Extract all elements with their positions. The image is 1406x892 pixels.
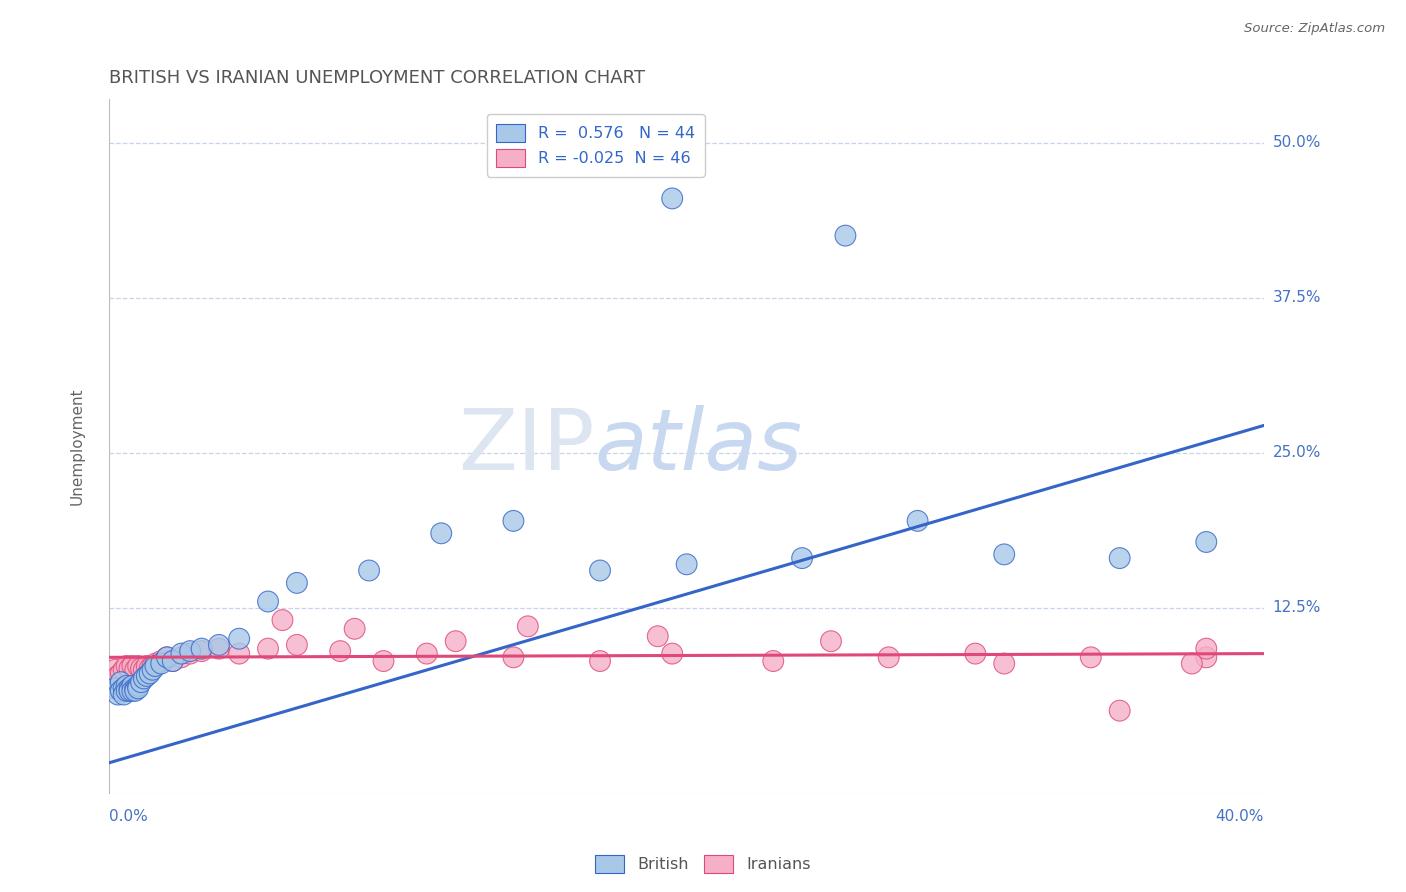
Text: BRITISH VS IRANIAN UNEMPLOYMENT CORRELATION CHART: BRITISH VS IRANIAN UNEMPLOYMENT CORRELAT… — [110, 69, 645, 87]
Text: 25.0%: 25.0% — [1272, 445, 1322, 460]
Text: Source: ZipAtlas.com: Source: ZipAtlas.com — [1244, 22, 1385, 36]
Text: 0.0%: 0.0% — [110, 809, 148, 823]
Text: 12.5%: 12.5% — [1272, 600, 1322, 615]
Text: atlas: atlas — [595, 405, 803, 488]
Text: 50.0%: 50.0% — [1272, 135, 1322, 150]
Text: Unemployment: Unemployment — [69, 388, 84, 505]
Legend: R =  0.576   N = 44, R = -0.025  N = 46: R = 0.576 N = 44, R = -0.025 N = 46 — [486, 114, 704, 177]
Legend: British, Iranians: British, Iranians — [589, 848, 817, 880]
Text: 37.5%: 37.5% — [1272, 290, 1322, 305]
Text: 40.0%: 40.0% — [1216, 809, 1264, 823]
Text: ZIP: ZIP — [458, 405, 595, 488]
